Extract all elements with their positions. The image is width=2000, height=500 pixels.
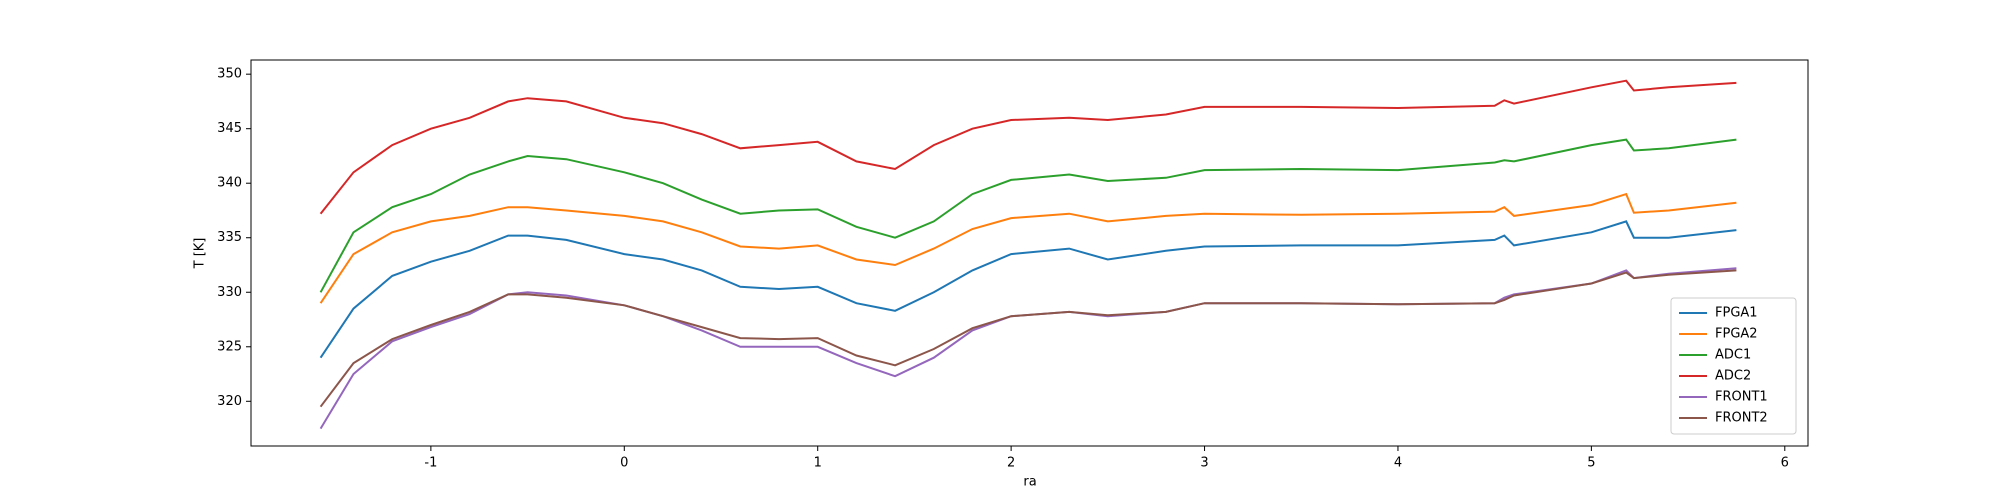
- legend-label: ADC2: [1715, 369, 1751, 384]
- x-tick-label: 1: [814, 456, 822, 471]
- legend-label: FPGA1: [1715, 306, 1758, 321]
- x-tick-label: 0: [620, 456, 628, 471]
- x-tick-label: -1: [424, 456, 437, 471]
- series-line: [319, 192, 1737, 304]
- plot-frame: [250, 59, 1809, 447]
- x-tick-label: 5: [1587, 456, 1595, 471]
- y-tick-label: 330: [217, 285, 242, 300]
- x-tick-label: 4: [1394, 456, 1402, 471]
- y-tick-label: 350: [217, 67, 242, 82]
- y-tick-label: 335: [217, 230, 242, 245]
- series-line: [319, 267, 1737, 430]
- legend-label: FRONT2: [1715, 411, 1768, 426]
- legend-label: FPGA2: [1715, 327, 1758, 342]
- legend-box: [1670, 297, 1797, 435]
- y-tick-label: 345: [217, 121, 242, 136]
- y-tick-label: 340: [217, 176, 242, 191]
- series-line: [319, 269, 1737, 408]
- x-axis-label: ra: [1023, 475, 1036, 490]
- x-tick-label: 6: [1781, 456, 1789, 471]
- series-line: [319, 220, 1737, 359]
- y-tick-label: 325: [217, 339, 242, 354]
- legend-label: FRONT1: [1715, 390, 1768, 405]
- y-tick-label: 320: [217, 394, 242, 409]
- series-line: [319, 138, 1737, 293]
- x-tick-label: 2: [1007, 456, 1015, 471]
- x-tick-label: 3: [1200, 456, 1208, 471]
- series-line: [319, 79, 1737, 215]
- y-axis-label: T [K]: [193, 238, 208, 270]
- legend-label: ADC1: [1715, 348, 1751, 363]
